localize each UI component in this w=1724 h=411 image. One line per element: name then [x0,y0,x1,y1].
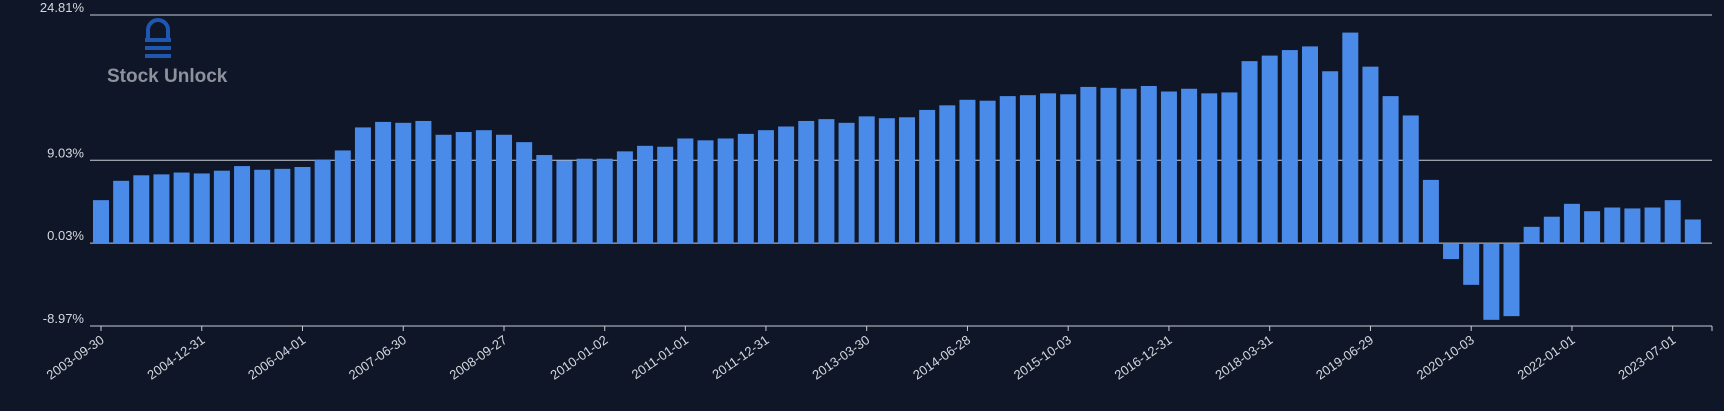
bar [1201,93,1218,244]
bar [596,158,613,244]
bar [657,146,674,244]
bar [133,175,150,244]
bar [193,173,210,244]
bar [254,169,271,244]
bar [616,151,633,244]
bar [556,160,573,244]
bar [234,166,251,244]
y-tick-label: -8.97% [43,311,85,326]
bar [354,127,371,244]
bar [455,132,472,244]
bar [1261,55,1278,244]
y-tick-label: 24.81% [40,0,85,15]
bar [1160,91,1177,244]
bar [798,120,815,244]
bar [1302,46,1318,244]
bar [697,140,714,244]
bar [1342,32,1359,244]
bar [415,120,432,244]
bar [435,134,452,244]
bar [1584,211,1601,244]
bar [213,170,230,244]
bar [818,119,835,244]
bar [1604,207,1621,244]
bar [1322,71,1339,244]
bar [153,174,170,244]
y-axis: 24.81% 9.03% 0.03% -8.97% [40,0,85,326]
bar [1463,243,1480,285]
bar [737,133,754,244]
bar [334,150,351,244]
brand-watermark: Stock Unlock [107,18,228,87]
bar [1181,88,1198,244]
bar [858,116,875,244]
bar [294,167,311,244]
bar [516,142,533,244]
bar [496,134,512,244]
bar [919,109,936,244]
bar [1040,93,1057,244]
bar [1080,86,1097,244]
bar [959,99,976,244]
bar [778,126,795,244]
stock-unlock-logo-icon [145,18,171,58]
bar [173,172,190,244]
bar [1503,243,1520,317]
y-tick-label: 0.03% [47,228,84,243]
bar [637,145,654,244]
bar [1443,243,1460,260]
bar [1382,96,1399,244]
bar [1100,87,1117,244]
y-tick-label: 9.03% [47,145,84,160]
bar [1563,203,1580,244]
bar [717,138,734,244]
bar [1120,88,1137,244]
brand-name: Stock Unlock [107,66,228,87]
bar [1543,216,1560,244]
bar [1684,219,1701,244]
bar [1624,208,1641,244]
bar [1664,200,1681,244]
bar [395,122,412,244]
bar [1422,179,1439,244]
bar [274,168,291,244]
bar [838,122,855,244]
bar [536,155,553,244]
bar [93,200,109,244]
bar [939,105,956,244]
bar [1483,243,1500,320]
bar [979,100,996,244]
bar [1221,92,1238,244]
bar [757,130,774,244]
bar [1019,95,1036,244]
bar [999,96,1016,244]
bar [1362,66,1379,244]
bar [878,118,895,244]
bars [93,32,1701,320]
bar [899,117,915,244]
bar [1402,115,1419,244]
bar [1140,85,1157,244]
bar [677,138,694,244]
bar [576,158,593,244]
bar [314,159,331,244]
bar [475,130,492,244]
bar [1281,50,1298,244]
bar [375,121,392,244]
bar [113,180,130,244]
bar [1060,94,1077,244]
bar [1644,207,1661,244]
bar [1241,61,1258,244]
bar [1523,226,1540,244]
